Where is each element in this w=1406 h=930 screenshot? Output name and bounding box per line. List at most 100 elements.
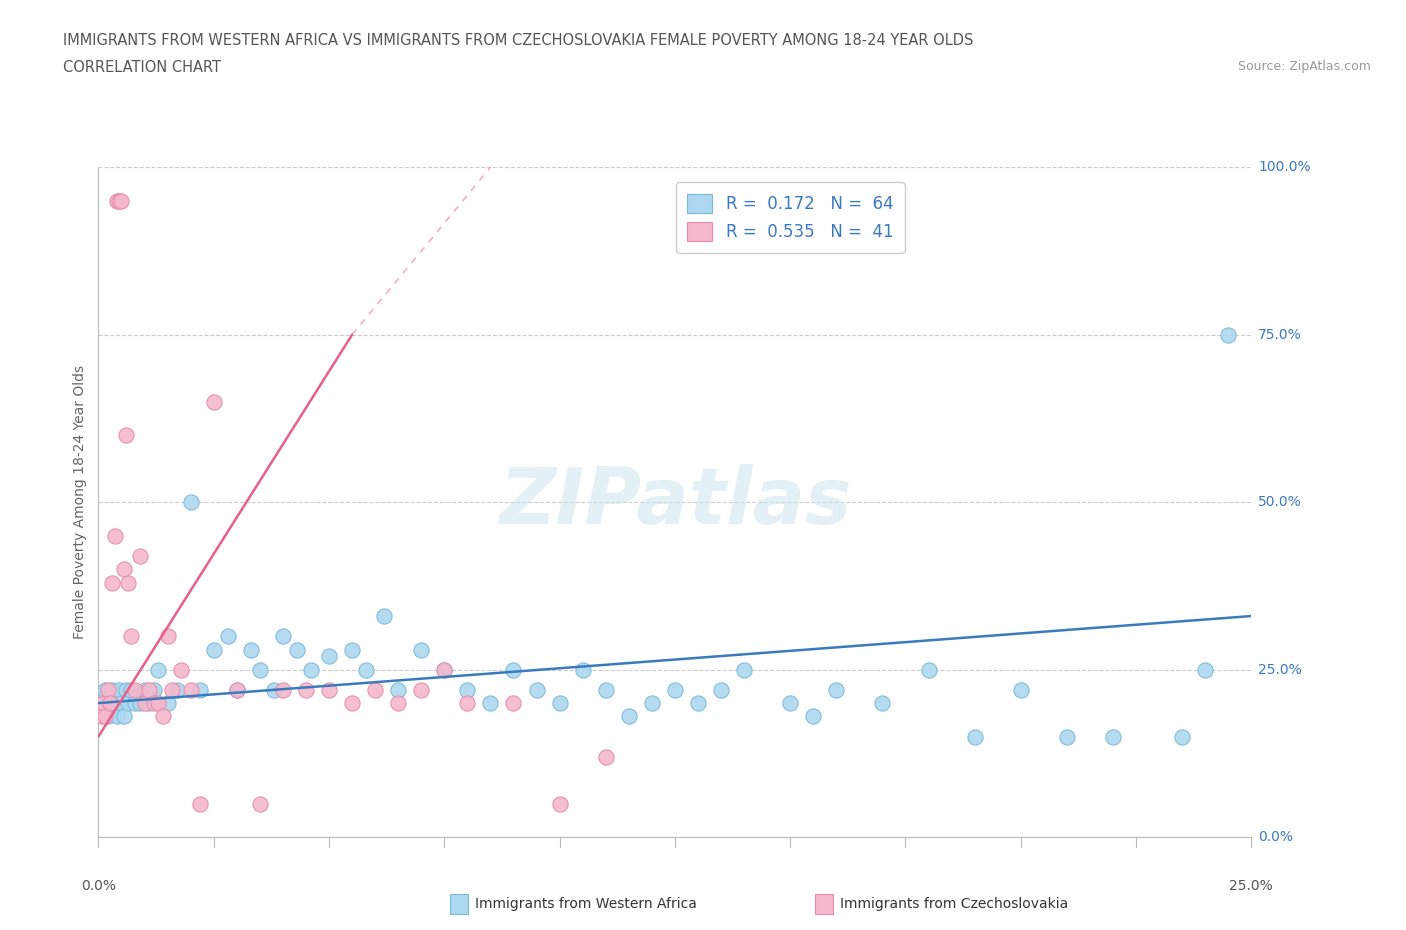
Point [271,629,294,644]
Point [571,662,593,677]
Point [411,683,433,698]
Point [1102,729,1125,744]
Point [456,696,478,711]
Point [94,709,117,724]
Legend: R =  0.172   N =  64, R =  0.535   N =  41: R = 0.172 N = 64, R = 0.535 N = 41 [675,182,905,253]
Point [120,683,142,698]
Point [91,696,114,711]
Point [225,683,247,698]
Point [129,696,152,711]
Point [917,662,939,677]
Point [548,796,571,811]
Point [1056,729,1078,744]
Point [138,683,160,698]
Point [373,608,395,623]
Point [94,683,117,698]
Point [1010,683,1032,698]
Point [263,683,285,698]
Point [387,696,409,711]
Text: 0.0%: 0.0% [1258,830,1294,844]
Point [526,683,548,698]
Point [733,662,755,677]
Point [801,709,824,724]
Point [110,696,132,711]
Point [202,394,225,409]
Point [249,796,271,811]
Point [249,662,271,677]
Point [120,629,142,644]
Point [225,683,247,698]
Point [97,709,120,724]
Point [98,696,121,711]
Point [641,696,664,711]
Point [686,696,709,711]
Point [156,629,179,644]
Point [134,683,156,698]
Point [433,662,456,677]
Point [90,709,112,724]
Point [98,696,121,711]
Point [115,683,138,698]
Point [456,683,478,698]
Point [779,696,801,711]
Point [595,683,617,698]
Point [105,709,128,724]
Point [340,642,363,657]
Point [710,683,733,698]
Point [202,642,225,657]
Point [115,428,138,443]
Point [103,696,125,711]
Point [148,662,170,677]
Point [239,642,262,657]
Point [108,193,131,208]
Point [188,683,211,698]
Point [101,575,124,590]
Text: Immigrants from Western Africa: Immigrants from Western Africa [475,897,696,911]
Text: Source: ZipAtlas.com: Source: ZipAtlas.com [1237,60,1371,73]
Text: 0.0%: 0.0% [82,879,115,893]
Point [963,729,986,744]
Point [134,696,156,711]
Text: CORRELATION CHART: CORRELATION CHART [63,60,221,75]
Point [180,495,202,510]
Point [138,696,160,711]
Point [285,642,308,657]
Point [433,662,456,677]
Point [108,683,131,698]
Point [117,575,139,590]
Point [387,683,409,698]
Point [825,683,848,698]
Point [595,750,617,764]
Point [479,696,502,711]
Point [318,649,340,664]
Point [97,683,120,698]
Point [160,683,183,698]
Text: 75.0%: 75.0% [1258,327,1302,342]
Point [548,696,571,711]
Text: 100.0%: 100.0% [1258,160,1310,175]
Text: 25.0%: 25.0% [1229,879,1274,893]
Point [180,683,202,698]
Point [112,562,135,577]
Point [148,696,170,711]
Point [411,642,433,657]
Point [664,683,686,698]
Point [340,696,363,711]
Point [354,662,377,677]
Point [91,696,114,711]
Text: IMMIGRANTS FROM WESTERN AFRICA VS IMMIGRANTS FROM CZECHOSLOVAKIA FEMALE POVERTY : IMMIGRANTS FROM WESTERN AFRICA VS IMMIGR… [63,33,973,47]
Text: Immigrants from Czechoslovakia: Immigrants from Czechoslovakia [841,897,1069,911]
Point [142,696,165,711]
Point [617,709,640,724]
Point [299,662,322,677]
Point [101,683,124,698]
Point [502,696,524,711]
Point [112,709,135,724]
Point [129,549,152,564]
Point [872,696,894,711]
Point [502,662,524,677]
Point [110,193,132,208]
Point [166,683,188,698]
Point [170,662,193,677]
Point [295,683,318,698]
